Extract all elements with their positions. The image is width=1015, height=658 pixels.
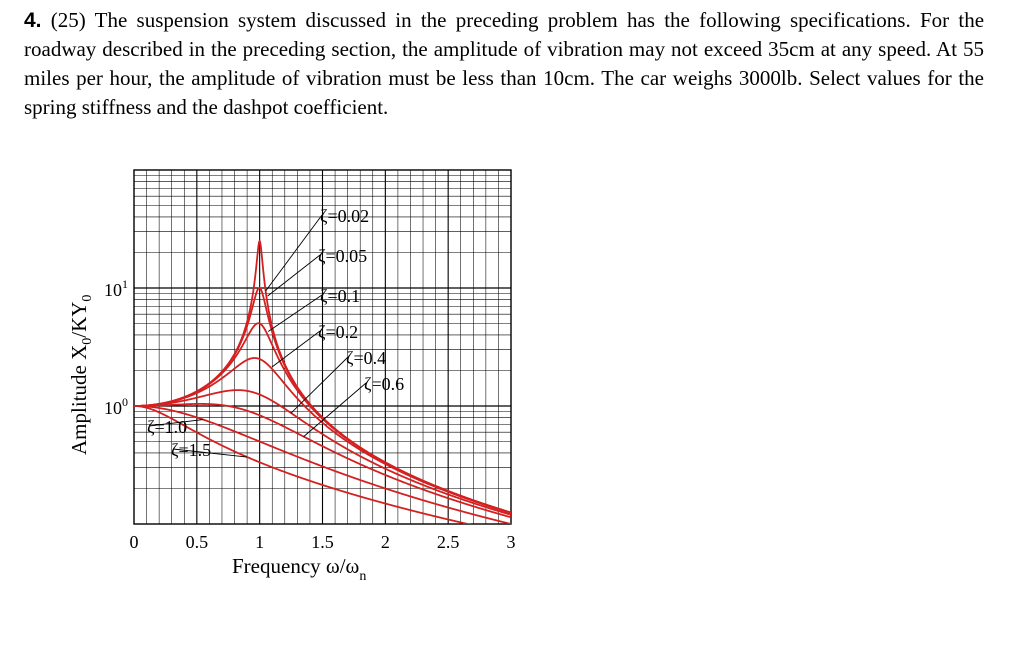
chart-ticks: 0 0.5 1 1.5 2 2.5 3 101 100 <box>104 277 516 552</box>
problem-points: (25) <box>50 8 86 32</box>
problem-text: The suspension system discussed in the p… <box>24 8 985 119</box>
x-tick-label: 2 <box>381 532 390 552</box>
x-tick-label: 0.5 <box>186 532 209 552</box>
x-tick-label: 3 <box>507 532 516 552</box>
curve-0-4 <box>134 389 511 516</box>
series-label: ζ=0.2 <box>318 322 358 342</box>
chart-curves <box>134 239 511 524</box>
x-axis-label: Frequency ω/ωn <box>232 554 366 584</box>
leader-line <box>290 356 349 414</box>
x-tick-label: 2.5 <box>437 532 460 552</box>
x-tick-label: 0 <box>130 532 139 552</box>
series-label: ζ=0.6 <box>364 374 404 394</box>
y-tick-label: 101 <box>104 277 128 300</box>
leader-line <box>303 382 367 437</box>
leader-line <box>267 254 321 297</box>
problem-statement: 4. (25) The suspension system discussed … <box>24 6 984 122</box>
y-axis-label: Amplitude X0/KY0 <box>67 295 95 455</box>
curve-0-6 <box>134 403 511 519</box>
leader-line <box>265 214 323 292</box>
series-label: ζ=0.05 <box>318 246 367 266</box>
x-tick-label: 1 <box>255 532 264 552</box>
series-label: ζ=0.1 <box>320 286 360 306</box>
chart-annotations: ζ=0.02 ζ=0.05 ζ=0.1 ζ=0.2 ζ=0.4 ζ=0.6 ζ=1.0 ζ=1… <box>147 206 404 460</box>
series-label: ζ=0.4 <box>346 348 386 368</box>
series-label: ζ=0.02 <box>320 206 369 226</box>
problem-number: 4. <box>24 9 42 32</box>
y-tick-label: 100 <box>104 395 128 418</box>
curve-1-5 <box>134 405 472 524</box>
series-label: ζ=1.5 <box>171 440 211 460</box>
leader-line <box>172 448 248 458</box>
leader-line <box>271 330 321 368</box>
curve-0-2 <box>134 357 511 514</box>
series-label: ζ=1.0 <box>147 417 187 437</box>
x-tick-label: 1.5 <box>311 532 334 552</box>
curve-1-0 <box>134 405 511 524</box>
leader-line <box>148 419 204 427</box>
leader-line <box>267 294 323 332</box>
